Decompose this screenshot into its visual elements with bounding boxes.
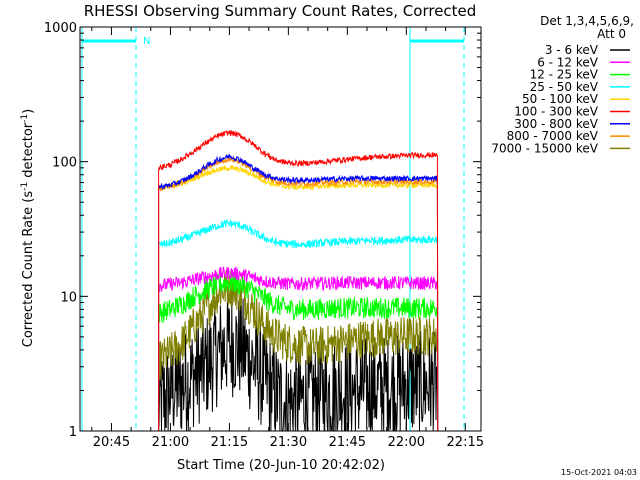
tick-layer: 20:45 21:00 21:15 21:30 21:45 22:00 22:15 1 10 10… <box>44 21 484 450</box>
series-layer <box>158 130 439 432</box>
y-axis-label-part3: ) <box>21 109 36 114</box>
legend-label-3: 25 - 50 keV <box>530 80 599 94</box>
legend-label-6: 300 - 800 keV <box>514 117 598 131</box>
x-tick-label-5: 22:00 <box>388 435 425 450</box>
series-line-7 <box>158 156 439 432</box>
legend-label-5: 100 - 300 keV <box>514 105 598 119</box>
timestamp: 15-Oct-2021 04:03 <box>561 468 637 477</box>
plot-frame <box>79 26 482 432</box>
legend-label-0: 3 - 6 keV <box>545 43 599 57</box>
series-line-3 <box>158 218 439 432</box>
chart-title: RHESSI Observing Summary Count Rates, Co… <box>84 2 477 20</box>
x-tick-label-1: 21:00 <box>152 435 189 450</box>
legend-label-7: 800 - 7000 keV <box>507 129 599 143</box>
legend-header-line1: Det 1,3,4,5,6,9, <box>540 14 634 28</box>
night-marker-label: N <box>143 36 150 47</box>
x-tick-label-0: 20:45 <box>93 435 130 450</box>
legend-label-4: 50 - 100 keV <box>522 92 599 106</box>
series-line-6 <box>158 153 439 432</box>
legend-label-8: 7000 - 15000 keV <box>491 141 598 155</box>
y-axis-label-sup1: -1 <box>20 182 30 191</box>
x-tick-label-6: 22:15 <box>447 435 484 450</box>
series-line-4 <box>158 164 439 432</box>
y-axis-label-part2: detector <box>21 122 36 182</box>
x-axis-label: Start Time (20-Jun-10 20:42:02) <box>177 458 385 473</box>
legend-header-line2: Att 0 <box>597 27 626 41</box>
marker-lines: N <box>81 27 465 431</box>
y-tick-label-0: 1 <box>69 425 77 440</box>
y-axis-label-part1: Corrected Count Rate (s <box>21 191 36 348</box>
series-line-0 <box>158 293 439 432</box>
series-line-1 <box>158 266 439 432</box>
series-line-2 <box>158 272 439 432</box>
y-tick-label-3: 1000 <box>44 21 77 36</box>
x-tick-label-2: 21:15 <box>211 435 248 450</box>
y-axis-label-sup2: -1 <box>20 114 30 123</box>
y-tick-label-1: 10 <box>60 290 77 305</box>
legend-label-2: 12 - 25 keV <box>530 68 599 82</box>
x-tick-label-4: 21:45 <box>329 435 366 450</box>
x-tick-label-3: 21:30 <box>270 435 307 450</box>
series-line-5 <box>158 130 439 432</box>
y-tick-label-2: 100 <box>52 156 77 171</box>
y-axis-label: Corrected Count Rate (s-1 detector-1) <box>20 109 36 347</box>
legend-label-1: 6 - 12 keV <box>537 55 599 69</box>
